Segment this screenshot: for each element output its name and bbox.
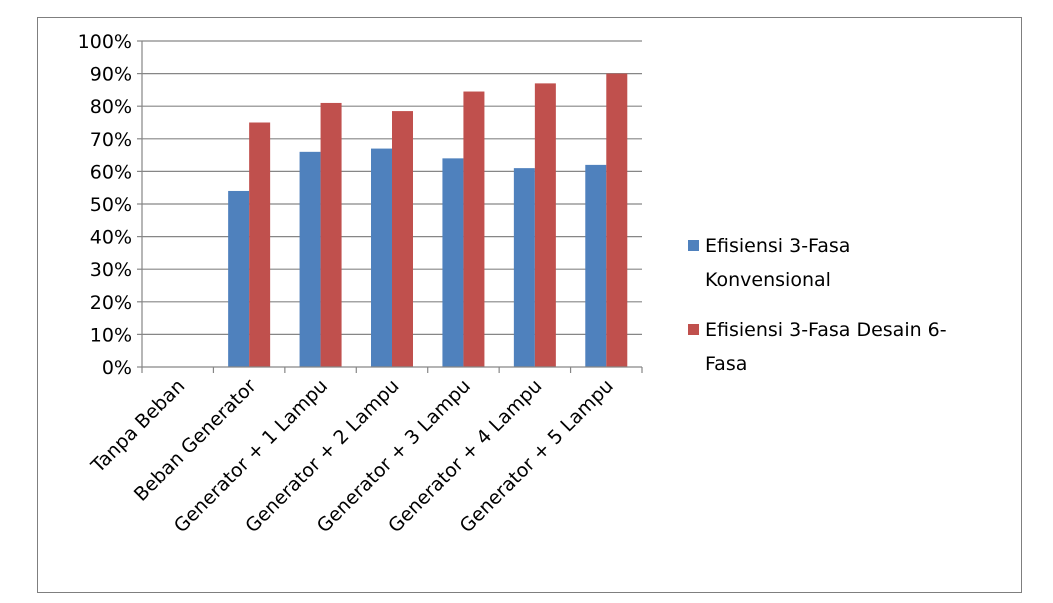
bar-konvensional xyxy=(442,158,464,367)
legend-label: Efisiensi 3-Fasa xyxy=(705,235,850,257)
bar-konvensional xyxy=(228,190,250,367)
y-tick-label: 0% xyxy=(102,357,132,379)
y-tick-labels: 0% 10% 20% 30% 40% 50% 60% 70% 80% 90% 100% xyxy=(78,31,132,379)
x-category-label: Beban Generator xyxy=(130,375,261,506)
legend-label: Fasa xyxy=(705,353,747,375)
y-tick-label: 10% xyxy=(90,324,132,346)
chart-frame: 0% 10% 20% 30% 40% 50% 60% 70% 80% 90% 100% Tanpa … xyxy=(37,17,1022,593)
y-tick-label: 40% xyxy=(90,227,132,249)
y-tick-label: 60% xyxy=(90,161,132,183)
y-tick-label: 100% xyxy=(78,31,132,53)
bar-chart: 0% 10% 20% 30% 40% 50% 60% 70% 80% 90% 100% Tanpa … xyxy=(78,31,947,537)
bar-desain-6-fasa xyxy=(606,73,628,367)
y-tick-label: 80% xyxy=(90,96,132,118)
axes xyxy=(137,40,643,373)
bar-desain-6-fasa xyxy=(534,83,556,367)
legend-label: Konvensional xyxy=(705,269,831,291)
y-tick-label: 20% xyxy=(90,292,132,314)
bars xyxy=(228,73,628,367)
legend-swatch xyxy=(688,240,699,251)
bar-konvensional xyxy=(585,164,607,367)
bar-desain-6-fasa xyxy=(392,111,413,367)
bar-desain-6-fasa xyxy=(249,122,271,367)
bar-desain-6-fasa xyxy=(320,102,342,367)
bar-desain-6-fasa xyxy=(463,91,485,367)
bar-konvensional xyxy=(513,168,535,367)
bar-konvensional xyxy=(371,148,392,367)
y-tick-label: 50% xyxy=(90,194,132,216)
y-tick-label: 70% xyxy=(90,129,132,151)
y-tick-label: 90% xyxy=(90,64,132,86)
legend-swatch xyxy=(688,324,699,335)
legend-label: Efisiensi 3-Fasa Desain 6- xyxy=(705,319,947,341)
bar-konvensional xyxy=(299,151,321,367)
legend: Efisiensi 3-Fasa Konvensional Efisiensi 3-… xyxy=(688,235,947,375)
y-tick-label: 30% xyxy=(90,259,132,281)
